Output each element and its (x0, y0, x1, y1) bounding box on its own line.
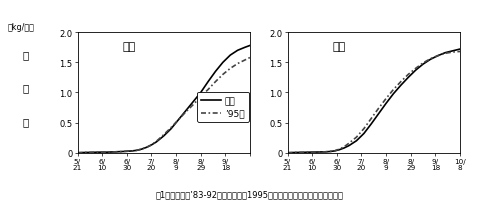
Text: 図1．平均年（’83-92年の平均）と1995年における総乾物重の推移の比較: 図1．平均年（’83-92年の平均）と1995年における総乾物重の推移の比較 (156, 189, 344, 198)
Text: （kg/㎡）: （kg/㎡） (8, 23, 34, 32)
Text: 秋田: 秋田 (122, 41, 136, 51)
Legend: 平均, ’95年: 平均, ’95年 (197, 92, 249, 123)
Text: 重: 重 (22, 117, 29, 127)
Text: 盛岡: 盛岡 (332, 41, 346, 51)
Text: 物: 物 (22, 83, 29, 93)
Text: 乾: 乾 (22, 50, 29, 60)
